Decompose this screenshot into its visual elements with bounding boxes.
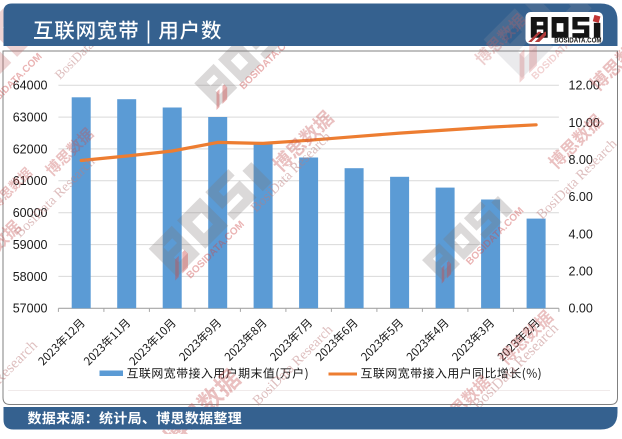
svg-text:64000: 64000 [13,79,48,93]
svg-text:60000: 60000 [13,206,48,220]
svg-text:63000: 63000 [13,111,48,125]
svg-text:62000: 62000 [13,142,48,156]
svg-text:57000: 57000 [13,302,48,316]
svg-text:4.00: 4.00 [569,227,593,241]
svg-text:6.00: 6.00 [569,190,593,204]
svg-text:8.00: 8.00 [569,153,593,167]
svg-text:61000: 61000 [13,174,48,188]
svg-text:BOSIDATA.COM: BOSIDATA.COM [554,38,601,45]
svg-text:0.00: 0.00 [569,302,593,316]
svg-text:59000: 59000 [13,238,48,252]
svg-text:58000: 58000 [13,270,48,284]
svg-text:2.00: 2.00 [569,265,593,279]
